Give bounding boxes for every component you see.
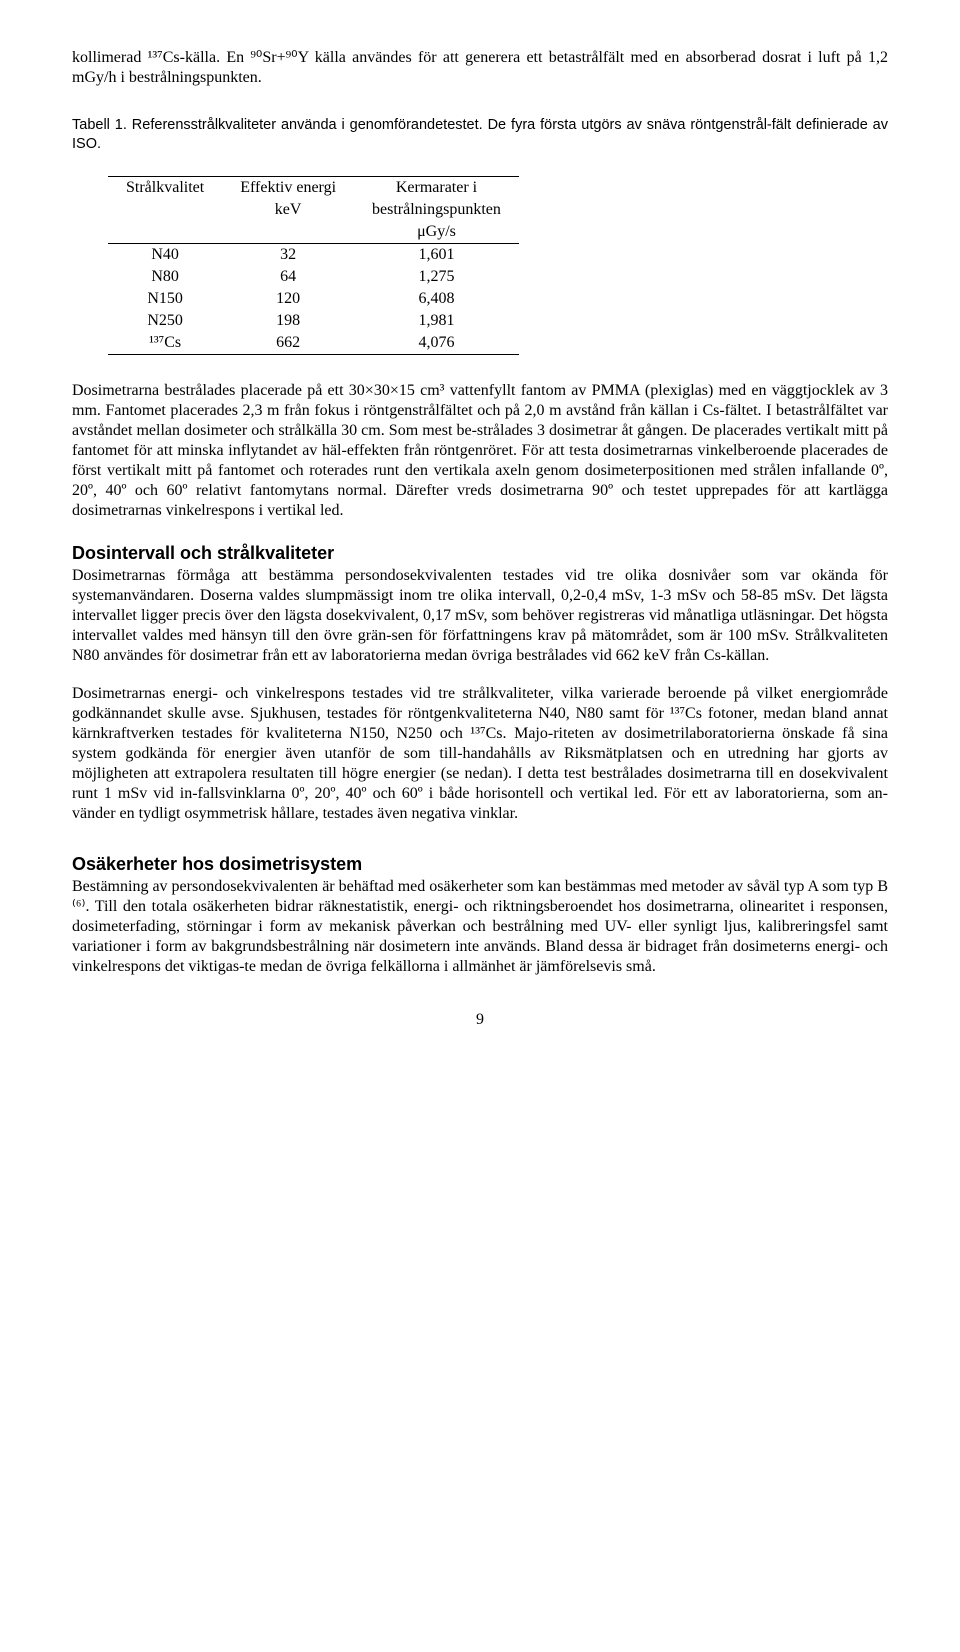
page-number: 9 xyxy=(72,1011,888,1029)
intro-paragraph: kollimerad ¹³⁷Cs-källa. En ⁹⁰Sr+⁹⁰Y käll… xyxy=(72,48,888,88)
table-row: ¹³⁷Cs xyxy=(108,332,222,355)
table-row: 32 xyxy=(222,243,354,266)
col-header-quality: Strålkvalitet xyxy=(108,176,222,199)
table-row: 4,076 xyxy=(354,332,519,355)
table-row: 1,275 xyxy=(354,266,519,288)
section1-para2: Dosimetrarnas energi- och vinkelrespons … xyxy=(72,684,888,824)
table-row: 120 xyxy=(222,288,354,310)
radiation-quality-table: Strålkvalitet Effektiv energi Kermarater… xyxy=(108,176,519,355)
col-header-blank3 xyxy=(222,221,354,244)
col-header-blank2 xyxy=(108,221,222,244)
table-row: N80 xyxy=(108,266,222,288)
table-row: 1,601 xyxy=(354,243,519,266)
col-header-energy-l1: Effektiv energi xyxy=(222,176,354,199)
table-row: 6,408 xyxy=(354,288,519,310)
section2-para1: Bestämning av persondosekvivalenten är b… xyxy=(72,877,888,977)
section-heading-osakerheter: Osäkerheter hos dosimetrisystem xyxy=(72,854,888,875)
table-row: 64 xyxy=(222,266,354,288)
section1-para1: Dosimetrarnas förmåga att bestämma perso… xyxy=(72,566,888,666)
section-heading-dosintervall: Dosintervall och strålkvaliteter xyxy=(72,543,888,564)
body-paragraph-2: Dosimetrarna bestrålades placerade på et… xyxy=(72,381,888,521)
col-header-energy-l2: keV xyxy=(222,199,354,221)
col-header-kerma-l1: Kermarater i xyxy=(354,176,519,199)
table-row: N40 xyxy=(108,243,222,266)
col-header-kerma-l3: μGy/s xyxy=(354,221,519,244)
table-caption: Tabell 1. Referensstrålkvaliteter använd… xyxy=(72,116,888,154)
table-row: 662 xyxy=(222,332,354,355)
table-row: 1,981 xyxy=(354,310,519,332)
table-row: 198 xyxy=(222,310,354,332)
col-header-kerma-l2: bestrålningspunkten xyxy=(354,199,519,221)
spacer xyxy=(72,666,888,684)
table-row: N250 xyxy=(108,310,222,332)
table-row: N150 xyxy=(108,288,222,310)
col-header-blank xyxy=(108,199,222,221)
